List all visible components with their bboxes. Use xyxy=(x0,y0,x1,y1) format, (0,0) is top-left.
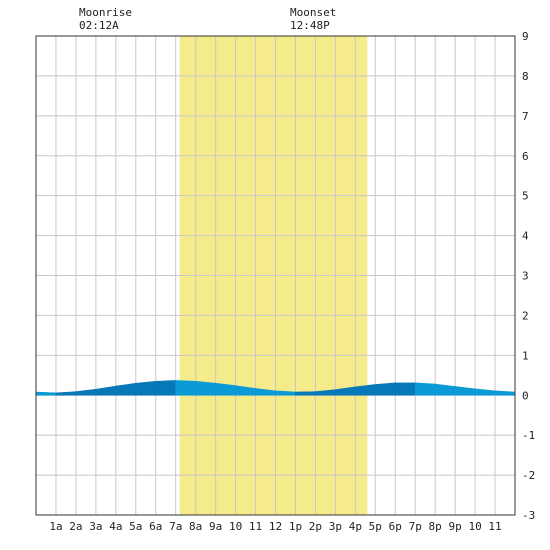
tide-segment xyxy=(195,380,216,396)
x-tick-label: 11 xyxy=(488,520,501,533)
x-tick-label: 6a xyxy=(149,520,162,533)
x-tick-label: 8p xyxy=(429,520,442,533)
plot-border xyxy=(35,35,516,516)
tide-segment xyxy=(414,382,436,396)
y-tick-label: 4 xyxy=(522,230,529,243)
tide-segment xyxy=(295,391,316,396)
y-tick-label: 2 xyxy=(522,309,529,322)
x-tick-label: 1a xyxy=(49,520,62,533)
moonset-time: 12:48P xyxy=(290,19,330,32)
x-tick-label: 5a xyxy=(129,520,142,533)
y-tick-label: 7 xyxy=(522,110,529,123)
moonrise-time: 02:12A xyxy=(79,19,119,32)
x-tick-label: 3p xyxy=(329,520,342,533)
moonrise-label: Moonrise xyxy=(79,6,132,19)
y-tick-label: 5 xyxy=(522,190,529,203)
x-tick-label: 2p xyxy=(309,520,322,533)
x-tick-label: 9p xyxy=(449,520,462,533)
moonset-label: Moonset xyxy=(290,6,336,19)
x-tick-label: 2a xyxy=(69,520,82,533)
x-axis-tick-labels: 1a 2a 3a 4a 5a 6a 7a 8a 9a 10 11 12 1p 2p 3p 4p 5p 6p 7p 8p… xyxy=(49,520,501,533)
y-tick-label: 9 xyxy=(522,30,529,43)
tide-segment xyxy=(394,382,416,396)
x-tick-label: 7a xyxy=(169,520,182,533)
x-tick-label: 11 xyxy=(249,520,262,533)
y-tick-label: -2 xyxy=(522,469,535,482)
x-tick-label: 4a xyxy=(109,520,122,533)
y-tick-label: 8 xyxy=(522,70,529,83)
tide-segment xyxy=(155,380,177,396)
tide-segment xyxy=(35,391,57,396)
x-tick-label: 4p xyxy=(349,520,362,533)
moonset-annotation: Moonset 12:48P xyxy=(290,6,336,32)
x-tick-label: 1p xyxy=(289,520,302,533)
tide-segment xyxy=(374,382,396,396)
tide-segment xyxy=(175,380,196,396)
y-tick-label: 1 xyxy=(522,349,529,362)
tide-segment xyxy=(135,380,157,396)
y-tick-label: 6 xyxy=(522,150,529,163)
y-tick-label: 3 xyxy=(522,270,529,283)
grid-lines xyxy=(36,36,515,515)
tide-segment xyxy=(215,382,236,396)
x-tick-label: 10 xyxy=(468,520,481,533)
x-tick-label: 12 xyxy=(269,520,282,533)
y-tick-label: -3 xyxy=(522,509,535,522)
x-tick-label: 7p xyxy=(409,520,422,533)
moonrise-annotation: Moonrise 02:12A xyxy=(79,6,132,32)
x-tick-label: 9a xyxy=(209,520,222,533)
x-tick-label: 3a xyxy=(89,520,102,533)
y-axis-tick-labels: -3 -2 -1 0 1 2 3 4 5 6 7 8 9 xyxy=(522,30,535,522)
y-tick-label: -1 xyxy=(522,429,535,442)
x-tick-label: 10 xyxy=(229,520,242,533)
x-tick-label: 8a xyxy=(189,520,202,533)
x-tick-label: 6p xyxy=(389,520,402,533)
tide-area xyxy=(35,380,516,396)
y-tick-label: 0 xyxy=(522,389,529,402)
x-tick-label: 5p xyxy=(369,520,382,533)
